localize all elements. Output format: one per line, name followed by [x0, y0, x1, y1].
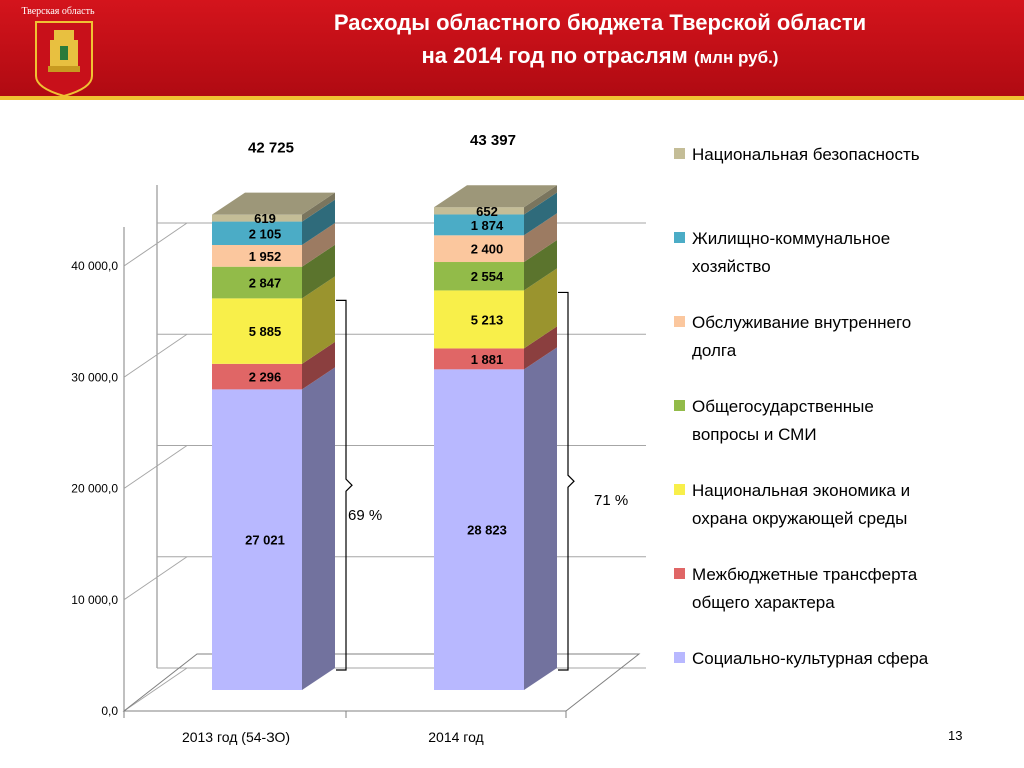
- header-bar: [0, 0, 1024, 96]
- bar-segment: [212, 221, 302, 245]
- bar-segment: [434, 207, 524, 215]
- legend-label: хозяйство: [692, 257, 771, 276]
- legend-swatch: [674, 652, 685, 663]
- category-label: 2014 год: [428, 729, 483, 745]
- bar-segment-side: [302, 222, 335, 267]
- header-underline: [0, 96, 1024, 100]
- gridline-diagonal: [123, 333, 188, 378]
- legend-swatch: [674, 484, 685, 495]
- legend-swatch: [674, 400, 685, 411]
- bar-segment-side: [524, 240, 557, 291]
- bar-segment-side: [524, 192, 557, 236]
- share-annotation: 71 %: [594, 492, 628, 509]
- bar-segment-side: [302, 199, 335, 245]
- bar-segment: [434, 235, 524, 263]
- title-line-1: Расходы областного бюджета Тверской обла…: [333, 10, 867, 35]
- legend-swatch: [674, 316, 685, 327]
- bar-segment-side: [524, 213, 557, 263]
- bar-segment-side: [524, 326, 557, 370]
- data-label: 2 105: [249, 226, 282, 241]
- coat-of-arms-icon: [35, 21, 93, 98]
- title-line-2-main: на 2014 год по отраслям: [421, 43, 688, 68]
- bar-segment: [434, 214, 524, 236]
- bar-segment: [212, 214, 302, 222]
- total-label: 42 725: [248, 140, 294, 157]
- bar-segment: [212, 266, 302, 299]
- legend-label: Обслуживание внутреннего: [692, 313, 911, 332]
- bar-segment-side: [302, 244, 335, 299]
- bar-segment-side: [302, 276, 335, 364]
- bar-segment: [212, 298, 302, 364]
- total-label: 43 397: [470, 132, 516, 149]
- y-tick-label: 40 000,0: [71, 259, 118, 273]
- category-label: 2013 год (54-ЗО): [182, 729, 290, 745]
- bar-segment-side: [302, 367, 335, 690]
- y-tick-label: 30 000,0: [71, 370, 118, 384]
- bar-segment-side: [302, 341, 335, 390]
- gridline-diagonal: [123, 556, 188, 601]
- legend-label: Общегосударственные: [692, 397, 874, 416]
- legend-label: Межбюджетные трансферта: [692, 565, 918, 584]
- legend-label: Национальная безопасность: [692, 145, 920, 164]
- data-label: 619: [254, 211, 276, 226]
- chart-floor: [122, 653, 641, 712]
- page-title: Расходы областного бюджета Тверской обла…: [230, 6, 970, 74]
- legend-label: Жилищно-коммунальное: [692, 229, 890, 248]
- data-label: 5 885: [249, 324, 282, 339]
- legend-swatch: [674, 568, 685, 579]
- data-label: 2 554: [471, 269, 504, 284]
- y-tick-label: 10 000,0: [71, 593, 118, 607]
- data-label: 28 823: [467, 523, 507, 538]
- bar-segment-side: [302, 192, 335, 222]
- gridline-diagonal: [123, 667, 188, 712]
- bar-segment: [212, 244, 302, 267]
- bar-segment: [434, 369, 524, 690]
- data-label: 5 213: [471, 312, 504, 327]
- data-label: 1 874: [471, 218, 504, 233]
- bar-segment-side: [524, 268, 557, 349]
- title-unit: (млн руб.): [693, 48, 779, 67]
- data-label: 27 021: [245, 533, 285, 548]
- title-line-2: на 2014 год по отраслям (млн руб.): [230, 39, 970, 74]
- legend-label: долга: [692, 341, 737, 360]
- gridline-diagonal: [123, 445, 188, 489]
- page-number: 13: [948, 728, 963, 743]
- legend-swatch: [674, 232, 685, 243]
- data-label: 2 400: [471, 242, 504, 257]
- legend-swatch: [674, 148, 685, 159]
- share-annotation: 69 %: [348, 507, 382, 524]
- y-tick-label: 20 000,0: [71, 482, 118, 496]
- legend-label: общего характера: [692, 593, 835, 612]
- bracket: [558, 291, 575, 671]
- bar-segment-side: [524, 347, 557, 690]
- data-label: 2 847: [249, 276, 282, 291]
- bar-segment-side: [524, 185, 557, 215]
- bar-top-face: [434, 185, 557, 208]
- legend-label: вопросы и СМИ: [692, 425, 817, 444]
- data-label: 652: [476, 204, 498, 219]
- legend-label: Национальная экономика и: [692, 481, 910, 500]
- bar-segment: [212, 363, 302, 390]
- data-label: 2 296: [249, 370, 282, 385]
- bar-segment: [434, 262, 524, 291]
- bracket: [336, 299, 353, 671]
- gridline-diagonal: [123, 222, 188, 267]
- bar-top-face: [212, 192, 335, 215]
- y-tick-label: 0,0: [101, 704, 118, 718]
- legend-label: Социально-культурная сфера: [692, 649, 929, 668]
- data-label: 1 952: [249, 249, 282, 264]
- bar-segment: [434, 290, 524, 349]
- region-name: Тверская область: [21, 6, 95, 17]
- legend-label: охрана окружающей среды: [692, 509, 907, 528]
- data-label: 1 881: [471, 352, 504, 367]
- bar-segment: [434, 348, 524, 370]
- bar-segment: [212, 389, 302, 690]
